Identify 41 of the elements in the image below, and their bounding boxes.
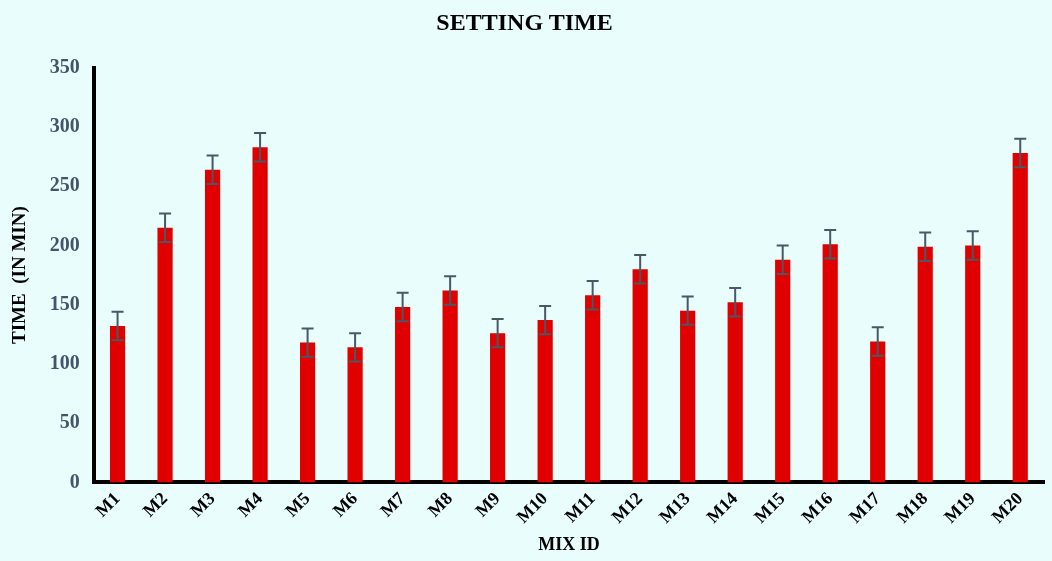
bar <box>537 320 553 483</box>
y-tick-label: 300 <box>49 114 80 137</box>
x-tick-label: M3 <box>186 488 219 521</box>
bar <box>157 227 173 483</box>
x-tick-label: M6 <box>328 488 362 521</box>
bar <box>442 290 458 483</box>
y-tick-label: 250 <box>49 173 80 196</box>
y-tick-label: 50 <box>59 410 80 433</box>
bar <box>585 295 601 483</box>
chart-title: SETTING TIME <box>436 8 613 35</box>
bar <box>727 302 743 483</box>
y-tick-label: 0 <box>69 469 80 492</box>
bar <box>1012 153 1028 483</box>
y-tick-label: 150 <box>49 291 80 314</box>
x-tick-label: M9 <box>471 488 504 521</box>
x-tick-label: M8 <box>423 488 457 521</box>
bar <box>965 245 981 483</box>
y-tick-label: 200 <box>49 232 80 255</box>
bar <box>109 326 126 483</box>
x-tick-label: M11 <box>560 488 599 527</box>
bar <box>822 244 838 483</box>
x-tick-label: M5 <box>281 488 314 521</box>
x-axis-title: MIX ID <box>538 533 600 554</box>
bar <box>917 246 933 483</box>
y-tick-label: 350 <box>49 54 80 77</box>
y-axis-title: TIME (IN MIN) <box>8 206 31 344</box>
x-tick-label: M4 <box>233 488 267 521</box>
bar <box>680 310 696 483</box>
bar <box>204 169 221 483</box>
bar <box>490 333 506 483</box>
bar <box>395 307 411 483</box>
x-tick-label: M1 <box>91 488 124 521</box>
bar <box>870 341 886 483</box>
x-tick-label: M7 <box>376 488 409 521</box>
bar <box>775 259 791 483</box>
bar <box>299 342 316 483</box>
bar <box>252 147 268 483</box>
bar <box>632 269 648 483</box>
bar <box>347 347 363 483</box>
y-tick-label: 100 <box>49 351 80 374</box>
x-tick-label: M2 <box>138 488 172 521</box>
